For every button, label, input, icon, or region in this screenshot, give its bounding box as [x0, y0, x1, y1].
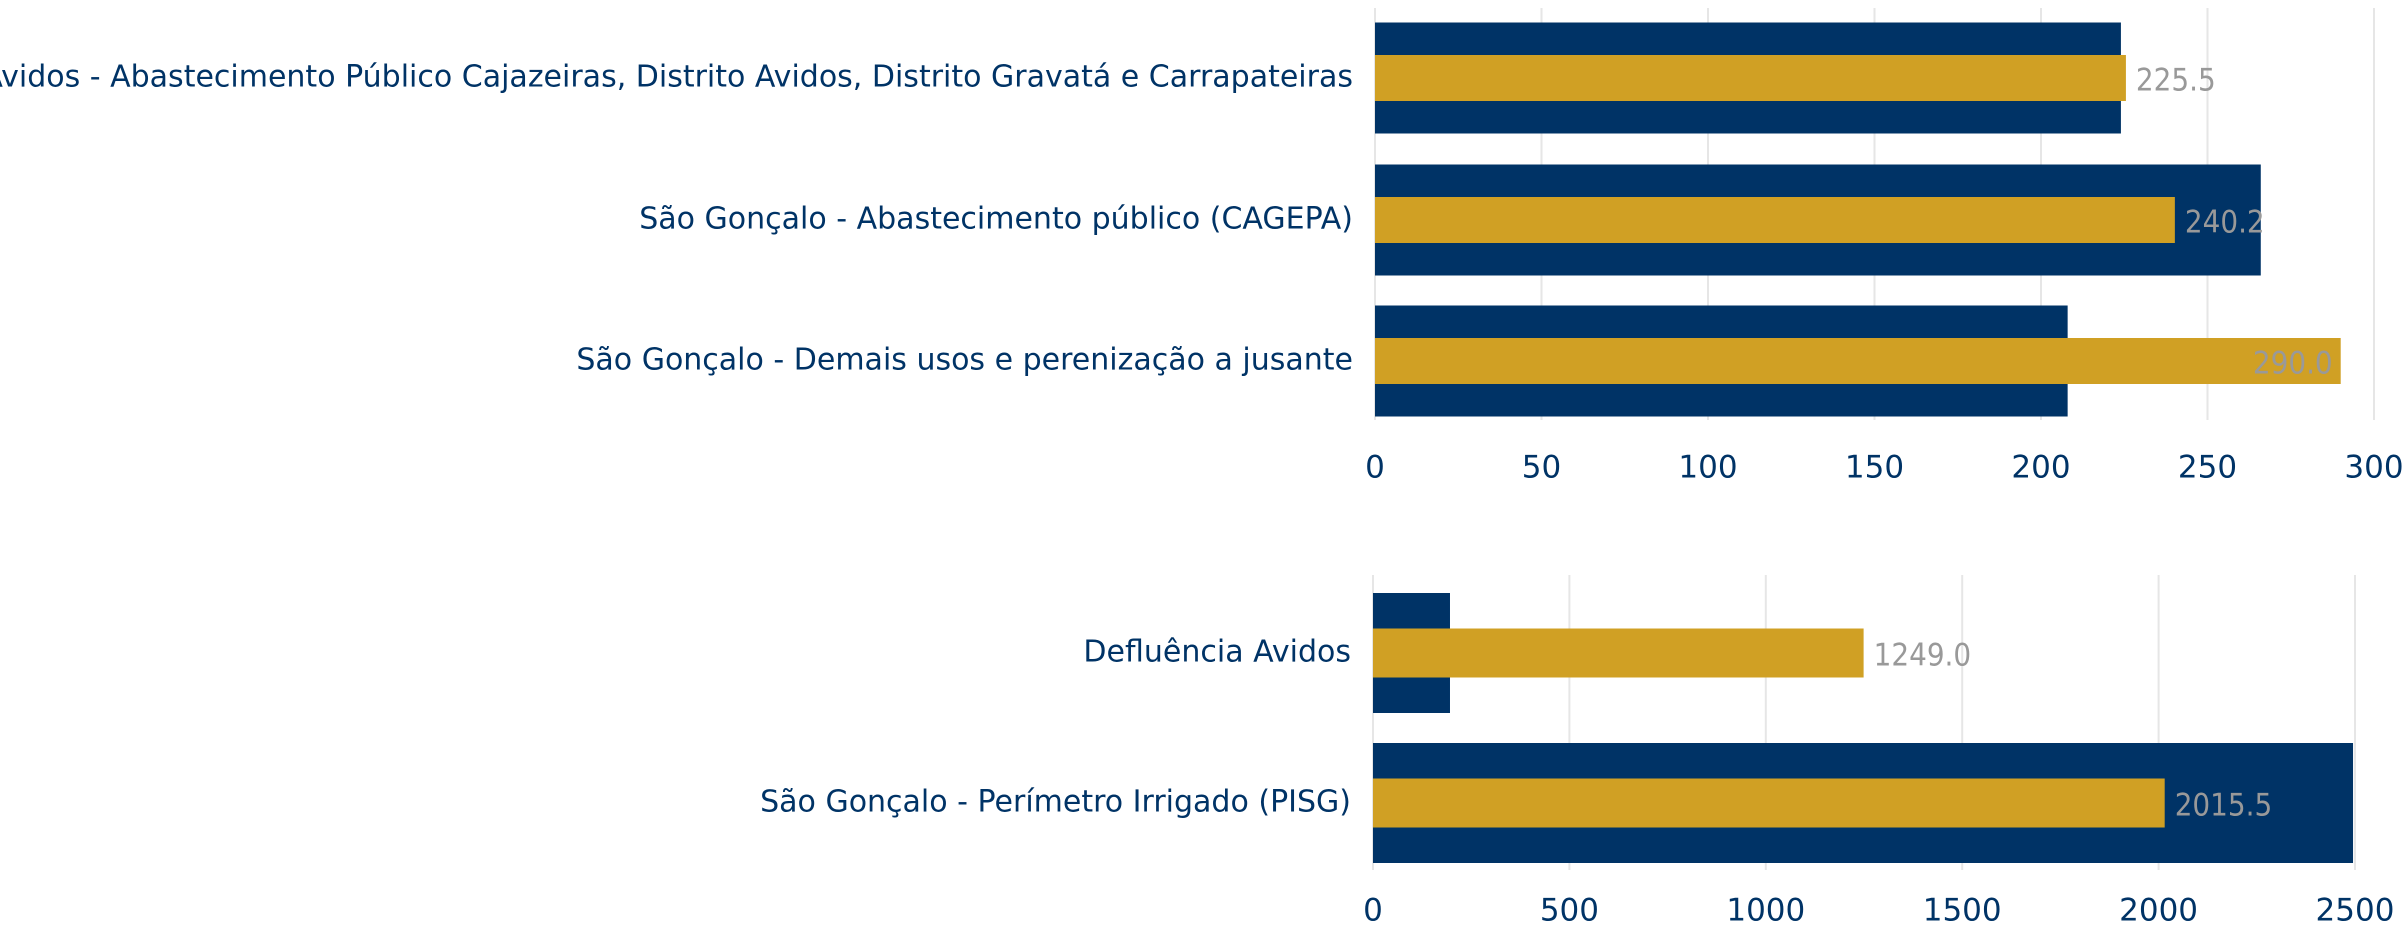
value-label: 2015.5: [2175, 788, 2273, 824]
x-tick-label: 100: [1678, 450, 1737, 486]
value-label: 290.0: [2253, 346, 2333, 382]
value-label: 225.5: [2136, 63, 2216, 99]
x-tick-label: 1000: [1726, 893, 1805, 929]
category-label: São Gonçalo - Abastecimento público (CAG…: [639, 202, 1353, 237]
actual-bar: [1375, 55, 2126, 101]
category-label: São Gonçalo - Perímetro Irrigado (PISG): [760, 785, 1351, 820]
x-tick-label: 300: [2344, 450, 2403, 486]
x-tick-label: 150: [1845, 450, 1904, 486]
category-label: Defluência Avidos: [1083, 635, 1351, 670]
category-label: São Gonçalo - Demais usos e perenização …: [576, 343, 1353, 378]
actual-bar: [1375, 197, 2175, 243]
x-tick-label: 200: [2011, 450, 2070, 486]
x-tick-label: 500: [1540, 893, 1599, 929]
x-tick-label: 1500: [1923, 893, 2002, 929]
x-tick-label: 50: [1522, 450, 1561, 486]
x-tick-label: 2000: [2119, 893, 2198, 929]
actual-bar: [1375, 338, 2341, 384]
value-label: 1249.0: [1874, 638, 1972, 674]
x-tick-label: 2500: [2316, 893, 2395, 929]
x-tick-label: 250: [2178, 450, 2237, 486]
x-tick-label: 0: [1365, 450, 1385, 486]
actual-bar: [1373, 778, 2165, 828]
value-label: 240.2: [2185, 205, 2265, 241]
category-label: Eng. Avidos - Abastecimento Público Caja…: [0, 60, 1353, 95]
actual-bar: [1373, 628, 1864, 678]
x-tick-label: 0: [1363, 893, 1383, 929]
